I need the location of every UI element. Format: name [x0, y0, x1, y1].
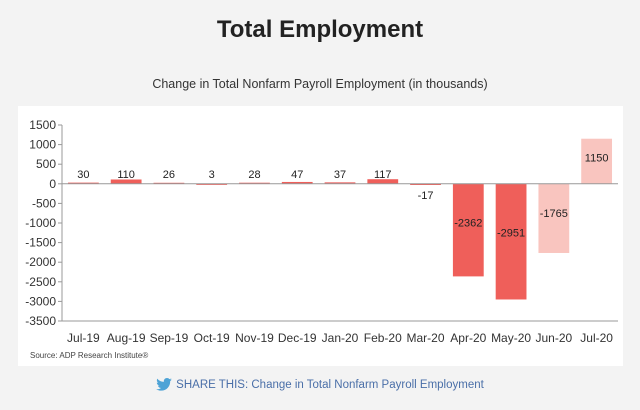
data-label: -1765	[540, 208, 568, 220]
bar-mar-20	[410, 183, 441, 185]
x-tick-label: Jul-19	[67, 331, 100, 345]
bar-chart: 1500 1000 500 0 -500 -1000 -1500 -2000 -2500 -300…	[25, 118, 618, 360]
y-tick-label: -3500	[25, 314, 56, 328]
bar-jan-20	[324, 182, 356, 184]
x-tick-label: Mar-20	[407, 331, 445, 345]
y-tick-label: -3000	[25, 294, 56, 308]
chart-panel: 1500 1000 500 0 -500 -1000 -1500 -2000 -2500 -300…	[18, 106, 623, 366]
chart-title: Change in Total Nonfarm Payroll Employme…	[152, 77, 488, 91]
bar-aug-19	[110, 179, 142, 184]
bar-jul-19	[67, 182, 99, 184]
x-tick-label: Jul-20	[580, 331, 613, 345]
data-label: 1150	[585, 153, 609, 165]
bar-apr-20	[452, 183, 484, 277]
bar-jul-20	[581, 138, 613, 184]
x-tick-label: May-20	[491, 331, 531, 345]
y-tick-label: 1000	[29, 138, 56, 152]
share-label: SHARE THIS: Change in Total Nonfarm Payr…	[176, 379, 484, 391]
data-label: 28	[248, 169, 260, 181]
y-tick-label: 0	[49, 177, 56, 191]
data-label: 110	[117, 169, 135, 181]
bar-feb-20	[367, 179, 399, 184]
bar-may-20	[495, 183, 527, 300]
x-tick-label: Oct-19	[194, 331, 230, 345]
data-label: 37	[334, 169, 346, 181]
data-label: 30	[77, 169, 89, 181]
y-axis-ticks: 1500 1000 500 0 -500 -1000 -1500 -2000 -2500 -300…	[25, 118, 62, 328]
data-label: -2362	[454, 218, 482, 230]
x-tick-label: Feb-20	[364, 331, 402, 345]
x-tick-label: Dec-19	[278, 331, 317, 345]
bar-series	[67, 138, 613, 300]
y-tick-label: -500	[32, 196, 56, 210]
y-tick-label: -1500	[25, 236, 56, 250]
y-tick-label: -2500	[25, 275, 56, 289]
source-note: Source: ADP Research Institute®	[30, 351, 148, 360]
data-label: -2951	[497, 227, 525, 239]
x-tick-label: Nov-19	[235, 331, 274, 345]
page-title: Total Employment	[216, 16, 424, 43]
x-tick-label: Jan-20	[322, 331, 359, 345]
y-tick-label: 500	[36, 157, 56, 171]
y-tick-label: -2000	[25, 255, 56, 269]
share-button[interactable]: SHARE THIS: Change in Total Nonfarm Payr…	[0, 378, 640, 391]
data-labels: 30 110 26 3 28 47 37 117 -17 -2362 -2951 -1765 1150	[77, 153, 608, 240]
x-tick-label: Apr-20	[450, 331, 486, 345]
x-axis-ticks: Jul-19 Aug-19 Sep-19 Oct-19 Nov-19 Dec-19 Jan-…	[67, 331, 613, 345]
bar-jun-20	[538, 183, 570, 253]
data-label: 26	[163, 169, 175, 181]
bar-dec-19	[281, 181, 313, 184]
y-tick-label: 1500	[29, 118, 56, 132]
data-label: 117	[374, 169, 392, 181]
x-tick-label: Sep-19	[150, 331, 189, 345]
twitter-bird-icon	[156, 378, 172, 391]
data-label: 47	[291, 169, 303, 181]
x-tick-label: Aug-19	[107, 331, 146, 345]
x-tick-label: Jun-20	[535, 331, 572, 345]
data-label: -17	[418, 190, 434, 202]
y-tick-label: -1000	[25, 216, 56, 230]
data-label: 3	[209, 169, 215, 181]
